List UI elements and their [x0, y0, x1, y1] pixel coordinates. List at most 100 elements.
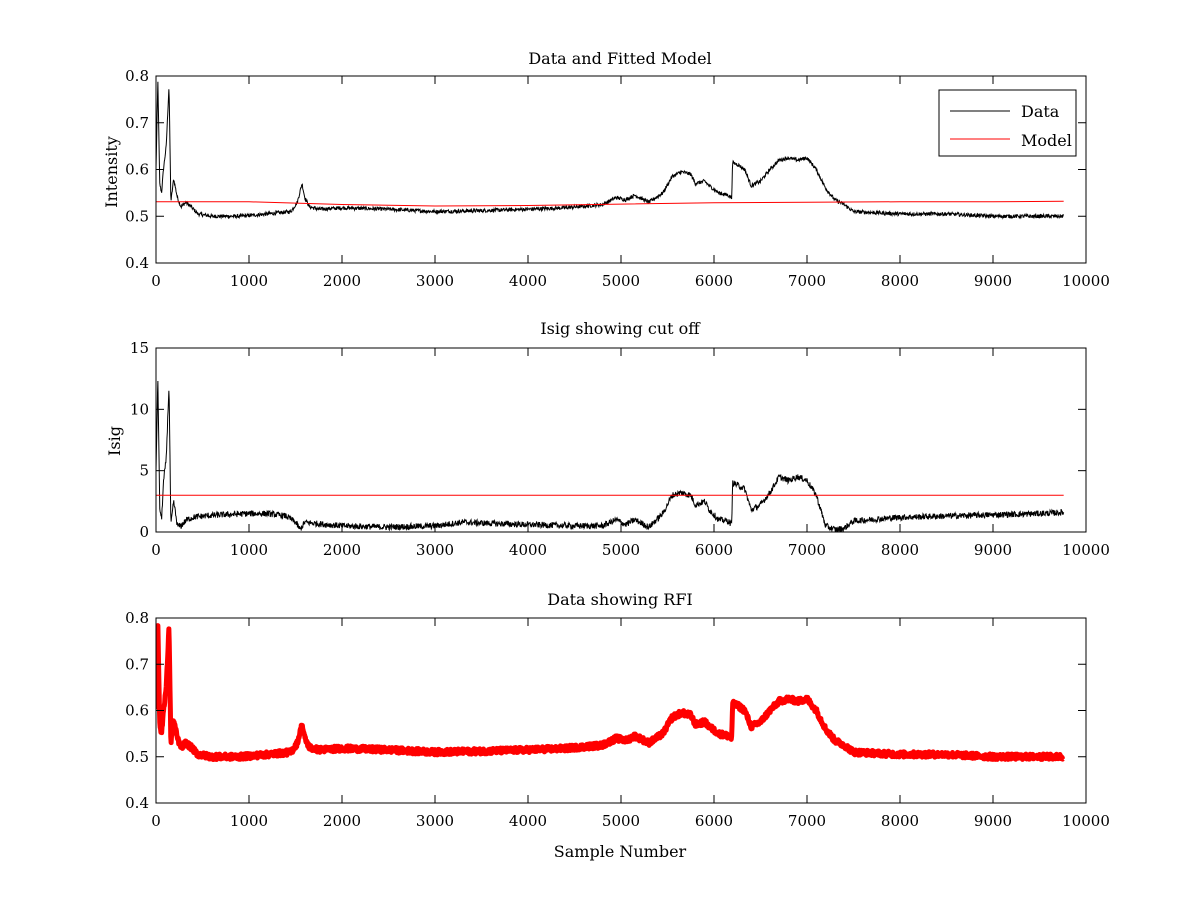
x-tick: 1000	[230, 348, 268, 559]
x-tick-label: 2000	[323, 541, 361, 559]
y-tick-label: 15	[130, 339, 149, 357]
x-tick: 1000	[230, 618, 268, 830]
x-tick-label: 3000	[416, 812, 454, 830]
x-tick-label: 10000	[1062, 812, 1110, 830]
x-tick: 7000	[788, 348, 826, 559]
y-tick-label: 0.5	[125, 748, 149, 766]
x-tick: 4000	[509, 618, 547, 830]
x-tick-label: 4000	[509, 812, 547, 830]
chart-title: Data and Fitted Model	[528, 49, 711, 68]
x-axis-label: Sample Number	[554, 842, 687, 861]
panel-isig-showing-cut-off: Isig showing cut off Isig 0 1000 2000 3000 4…	[105, 319, 1110, 559]
x-tick-label: 4000	[509, 541, 547, 559]
series-group	[156, 81, 1064, 220]
x-tick: 5000	[602, 76, 640, 290]
x-tick-label: 6000	[695, 272, 733, 290]
x-tick-label: 1000	[230, 541, 268, 559]
x-tick: 1000	[230, 76, 268, 290]
x-tick: 9000	[974, 348, 1012, 559]
x-tick-label: 1000	[230, 812, 268, 830]
y-tick: 15	[130, 339, 1086, 357]
chart-title: Data showing RFI	[547, 590, 692, 609]
x-tick-label: 8000	[881, 272, 919, 290]
legend: Data Model	[938, 89, 1077, 157]
x-tick-label: 6000	[695, 812, 733, 830]
y-tick-label: 0.5	[125, 207, 149, 225]
y-tick: 0.6	[125, 702, 1086, 720]
x-tick-label: 0	[151, 812, 161, 830]
x-tick-label: 7000	[788, 541, 826, 559]
y-tick-label: 0.6	[125, 702, 149, 720]
x-tick: 2000	[323, 76, 361, 290]
x-tick-label: 0	[151, 541, 161, 559]
y-tick: 5	[139, 462, 1086, 480]
x-tick-label: 5000	[602, 541, 640, 559]
x-tick: 3000	[416, 76, 454, 290]
x-tick: 10000	[1062, 618, 1110, 830]
y-tick-label: 0	[139, 523, 149, 541]
x-tick: 9000	[974, 618, 1012, 830]
x-tick: 2000	[323, 618, 361, 830]
x-tick-label: 3000	[416, 272, 454, 290]
y-tick-label: 0.8	[125, 609, 149, 627]
series-group	[156, 380, 1065, 532]
series-series-0-line	[156, 380, 1065, 532]
x-tick-label: 9000	[974, 812, 1012, 830]
x-tick-label: 5000	[602, 272, 640, 290]
y-tick: 0.4	[125, 254, 1086, 272]
x-tick-label: 2000	[323, 812, 361, 830]
plot-area: 0 1000 2000 3000 4000 5000 6000 7000 8000 9000 100…	[125, 609, 1110, 830]
x-tick: 7000	[788, 618, 826, 830]
x-tick: 10000	[1062, 76, 1110, 290]
y-tick-label: 0.7	[125, 114, 149, 132]
legend-box	[938, 89, 1077, 157]
x-tick-label: 9000	[974, 272, 1012, 290]
x-tick-label: 1000	[230, 272, 268, 290]
series-group	[156, 623, 1066, 762]
y-tick-label: 0.8	[125, 67, 149, 85]
series-model-line	[156, 200, 1064, 207]
x-tick-label: 7000	[788, 272, 826, 290]
chart-title: Isig showing cut off	[540, 319, 701, 338]
panel-data-and-fitted-model: Data and Fitted Model Intensity 0 1000 200…	[102, 49, 1110, 290]
x-tick: 2000	[323, 348, 361, 559]
x-tick: 0	[151, 618, 161, 830]
plot-area: 0 1000 2000 3000 4000 5000 6000 7000 8000 9000 100…	[130, 339, 1110, 559]
panel-data-showing-rfi: Data showing RFI Sample Number 0 1000 2000…	[125, 590, 1110, 861]
x-tick: 5000	[602, 348, 640, 559]
y-tick-label: 5	[139, 462, 149, 480]
series-data-line	[156, 81, 1064, 220]
y-tick: 0.7	[125, 655, 1086, 673]
x-tick: 6000	[695, 76, 733, 290]
x-tick-label: 5000	[602, 812, 640, 830]
x-tick: 9000	[974, 76, 1012, 290]
y-tick: 0.5	[125, 748, 1086, 766]
y-tick: 0.8	[125, 609, 1086, 627]
x-tick-label: 8000	[881, 541, 919, 559]
x-tick-label: 2000	[323, 272, 361, 290]
y-tick-label: 0.6	[125, 161, 149, 179]
y-tick-label: 0.4	[125, 794, 149, 812]
y-tick: 0.6	[125, 161, 1086, 179]
x-tick-label: 9000	[974, 541, 1012, 559]
x-tick: 8000	[881, 76, 919, 290]
x-tick: 6000	[695, 618, 733, 830]
x-tick: 3000	[416, 348, 454, 559]
y-tick: 0.5	[125, 207, 1086, 225]
y-tick: 0.8	[125, 67, 1086, 85]
series-series-0-line	[156, 625, 1064, 762]
x-tick: 3000	[416, 618, 454, 830]
y-tick: 0.7	[125, 114, 1086, 132]
x-tick: 10000	[1062, 348, 1110, 559]
x-tick-label: 10000	[1062, 541, 1110, 559]
legend-label-data: Data	[1021, 102, 1060, 121]
x-tick: 6000	[695, 348, 733, 559]
x-tick-label: 10000	[1062, 272, 1110, 290]
y-tick: 0.4	[125, 794, 1086, 812]
x-tick: 7000	[788, 76, 826, 290]
y-tick-label: 0.7	[125, 655, 149, 673]
x-tick: 5000	[602, 618, 640, 830]
x-tick: 8000	[881, 618, 919, 830]
y-tick: 10	[130, 400, 1086, 418]
